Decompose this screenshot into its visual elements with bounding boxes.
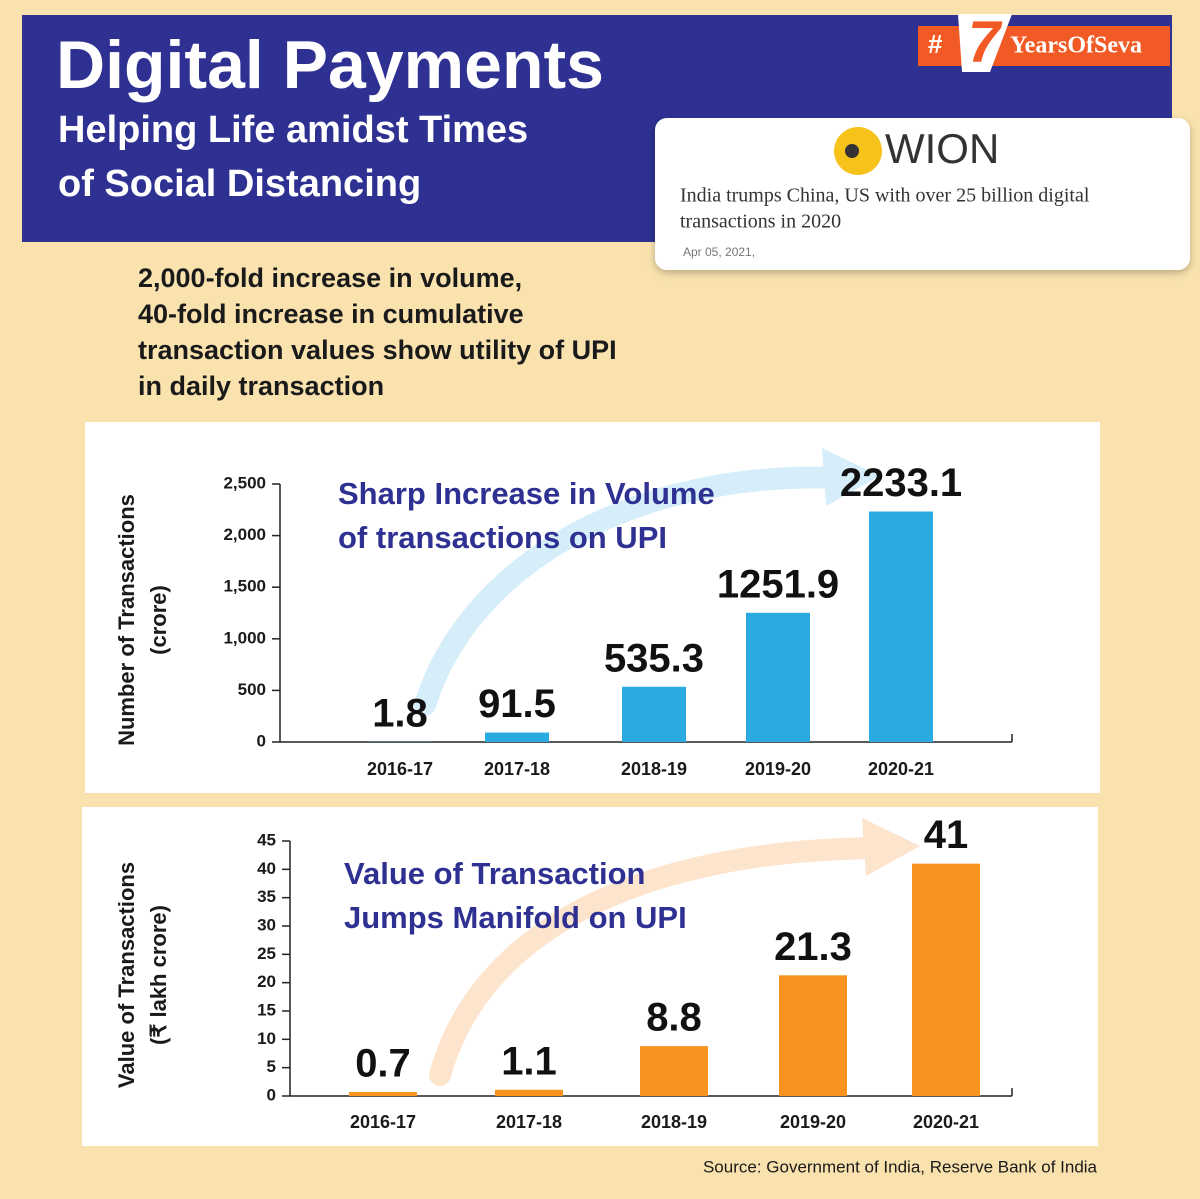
badge-hash: # (928, 29, 943, 59)
y-tick-label: 0 (267, 1085, 276, 1104)
bar (495, 1089, 563, 1096)
y-axis-label: Value of Transactions (114, 862, 139, 1088)
y-tick-label: 5 (267, 1057, 276, 1076)
value-label: 91.5 (478, 682, 556, 726)
x-tick-label: 2019-20 (745, 759, 811, 779)
value-label: 1.1 (501, 1039, 557, 1083)
main-title: Digital Payments (56, 27, 604, 103)
news-logo-mark (845, 144, 859, 158)
x-tick-label: 2018-19 (641, 1112, 707, 1132)
value-label: 0.7 (355, 1042, 411, 1086)
y-axis-label: Number of Transactions (114, 494, 139, 746)
x-tick-label: 2020-21 (913, 1112, 979, 1132)
y-tick-label: 45 (257, 830, 276, 849)
x-tick-label: 2019-20 (780, 1112, 846, 1132)
y-tick-label: 500 (238, 680, 266, 699)
y-tick-label: 10 (257, 1029, 276, 1048)
badge-seven-box (958, 14, 1012, 72)
news-headline: India trumps China, US with over 25 bill… (680, 185, 1090, 207)
y-tick-label: 30 (257, 915, 276, 934)
y-tick-label: 35 (257, 887, 276, 906)
x-tick-label: 2016-17 (367, 759, 433, 779)
source: Source: Government of India, Reserve Ban… (703, 1157, 1098, 1176)
y-tick-label: 40 (257, 859, 276, 878)
bar (746, 612, 810, 742)
y-tick-label: 0 (257, 731, 266, 750)
value-label: 41 (924, 813, 969, 857)
chart-title: Value of Transaction (344, 856, 645, 891)
y-axis-label: (crore) (146, 585, 171, 655)
bar (779, 975, 847, 1096)
subtitle: of Social Distancing (58, 163, 421, 205)
bar (640, 1046, 708, 1096)
value-label: 535.3 (604, 636, 704, 680)
value-label: 8.8 (646, 996, 702, 1040)
lead-text: in daily transaction (138, 371, 384, 401)
y-tick-label: 15 (257, 1000, 276, 1019)
news-logo: WION (885, 125, 999, 172)
decorative-arrowhead (862, 818, 920, 876)
x-tick-label: 2017-18 (496, 1112, 562, 1132)
decorative-arrow (414, 466, 851, 716)
y-tick-label: 1,500 (223, 577, 266, 596)
bar (622, 686, 686, 742)
lead-text: 2,000-fold increase in volume, (138, 263, 522, 293)
news-date: Apr 05, 2021, (683, 245, 755, 259)
badge-number: 7 (968, 9, 1003, 74)
y-tick-label: 2,000 (223, 525, 266, 544)
x-tick-label: 2016-17 (350, 1112, 416, 1132)
badge-text: YearsOfSeva (1010, 33, 1142, 59)
chart-title: Sharp Increase in Volume (338, 476, 715, 511)
bar (912, 863, 980, 1096)
y-tick-label: 25 (257, 944, 276, 963)
value-label: 2233.1 (840, 461, 962, 505)
chart-title: Jumps Manifold on UPI (344, 900, 687, 935)
bar (869, 511, 933, 742)
value-label: 21.3 (774, 925, 852, 969)
news-card (655, 118, 1190, 270)
value-label: 1.8 (372, 691, 428, 735)
lead-text: transaction values show utility of UPI (138, 335, 617, 365)
value-label: 1251.9 (717, 562, 839, 606)
x-tick-label: 2017-18 (484, 759, 550, 779)
bar (485, 732, 549, 742)
bar (349, 1092, 417, 1096)
subtitle: Helping Life amidst Times (58, 109, 528, 151)
x-tick-label: 2020-21 (868, 759, 934, 779)
news-headline: transactions in 2020 (680, 211, 841, 233)
lead-text: 40-fold increase in cumulative (138, 299, 524, 329)
y-tick-label: 2,500 (223, 473, 266, 492)
decorative-arrow (429, 837, 891, 1086)
chart-title: of transactions on UPI (338, 520, 667, 555)
decorative-arrowhead (822, 448, 880, 506)
y-axis-label: (₹ lakh crore) (146, 905, 171, 1045)
x-tick-label: 2018-19 (621, 759, 687, 779)
y-tick-label: 20 (257, 972, 276, 991)
y-tick-label: 1,000 (223, 628, 266, 647)
